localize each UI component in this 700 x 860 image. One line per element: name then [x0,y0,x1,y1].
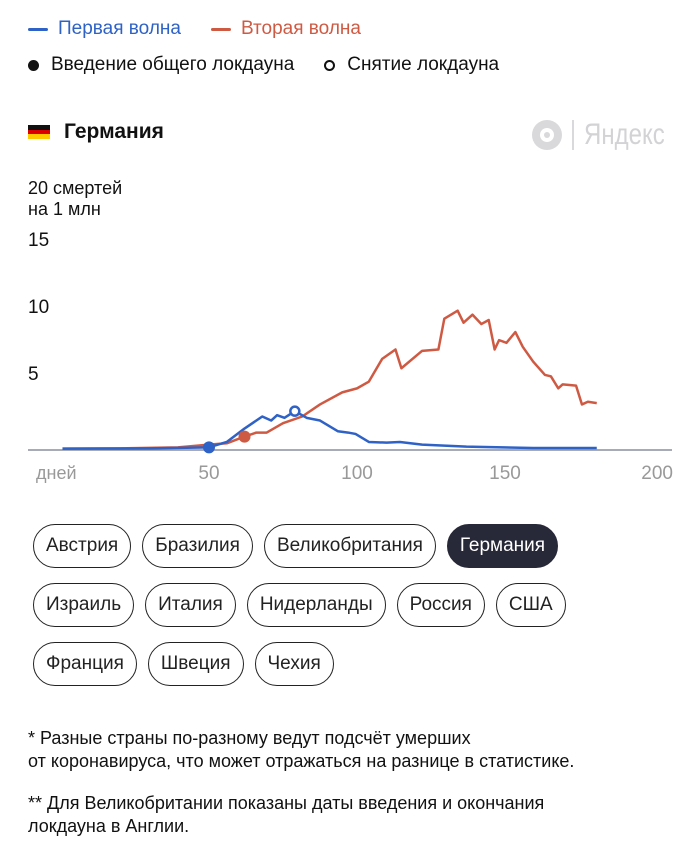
blue-line-icon [28,27,48,31]
country-button[interactable]: Нидерланды [246,583,386,627]
legend-lockdown-end: Снятие локдауна [324,54,499,76]
x-axis-label: дней [36,463,77,483]
legend-second-wave-label: Вторая волна [240,18,361,39]
legend-lockdown: Введение общего локдауна Снятие локдауна [28,54,529,76]
yandex-logo: Яндекс [532,118,685,152]
note-1-line-1: * Разные страны по-разному ведут подсчёт… [28,728,471,748]
lockdown-start-marker [238,430,251,443]
country-button[interactable]: Израиль [33,583,135,627]
x-tick-label: 100 [341,463,373,484]
country-row: Австрия Бразилия Великобритания Германия [33,524,577,568]
yandex-logo-icon [532,120,562,150]
y-axis-label-line2: на 1 млн [28,199,101,219]
note-2-line-1: ** Для Великобритании показаны даты введ… [28,793,545,813]
country-selector: Австрия Бразилия Великобритания Германия Изр… [33,524,577,701]
lockdown-start-marker [203,441,215,454]
note-2: ** Для Великобритании показаны даты введ… [28,792,544,838]
second-wave-line [62,309,597,450]
y-tick-label: 5 [28,364,39,385]
country-button[interactable]: Россия [396,583,485,627]
chart-plot: 5 10 15 дней 50 100 150 200 [28,230,673,484]
country-title-text: Германия [64,120,164,143]
legend-first-wave: Первая волна [28,18,181,40]
germany-flag-icon [28,125,50,140]
x-tick-label: 200 [641,463,673,484]
y-tick-label: 15 [28,230,49,251]
note-1-line-2: от коронавируса, что может отражаться на… [28,751,575,771]
country-button[interactable]: Германия [446,524,559,568]
country-button[interactable]: Чехия [254,642,334,686]
country-button[interactable]: Австрия [33,524,132,568]
x-tick-label: 50 [198,463,219,484]
logo-text: Яндекс [584,118,665,151]
y-axis-label-line1: 20 смертей [28,178,123,198]
legend-lockdown-start: Введение общего локдауна [28,54,294,76]
country-row: Израиль Италия Нидерланды Россия США [33,583,577,627]
red-line-icon [210,27,231,31]
y-tick-label: 10 [28,297,49,318]
legend-lockdown-end-label: Снятие локдауна [347,54,500,75]
country-button[interactable]: Италия [145,583,236,627]
first-wave-line [62,409,597,450]
logo-divider [572,120,574,150]
country-button[interactable]: Швеция [147,642,244,686]
filled-dot-icon [28,59,39,71]
country-button[interactable]: Бразилия [142,524,253,568]
note-2-line-2: локдауна в Англии. [28,816,190,836]
note-1: * Разные страны по-разному ведут подсчёт… [28,727,574,773]
open-dot-icon [324,59,336,71]
country-button[interactable]: Великобритания [263,524,436,568]
x-tick-label: 150 [489,463,521,484]
country-button[interactable]: США [495,583,566,627]
legend-second-wave: Вторая волна [210,18,361,40]
country-button[interactable]: Франция [33,642,137,686]
legend-first-wave-label: Первая волна [58,18,181,39]
legend-lockdown-start-label: Введение общего локдауна [51,54,295,75]
country-row: Франция Швеция Чехия [33,642,577,686]
chart-title: Германия [28,120,164,144]
y-axis-label: 20 смертей на 1 млн [28,178,122,220]
legend-waves: Первая волна Вторая волна [28,18,391,40]
lockdown-end-marker [289,405,301,417]
